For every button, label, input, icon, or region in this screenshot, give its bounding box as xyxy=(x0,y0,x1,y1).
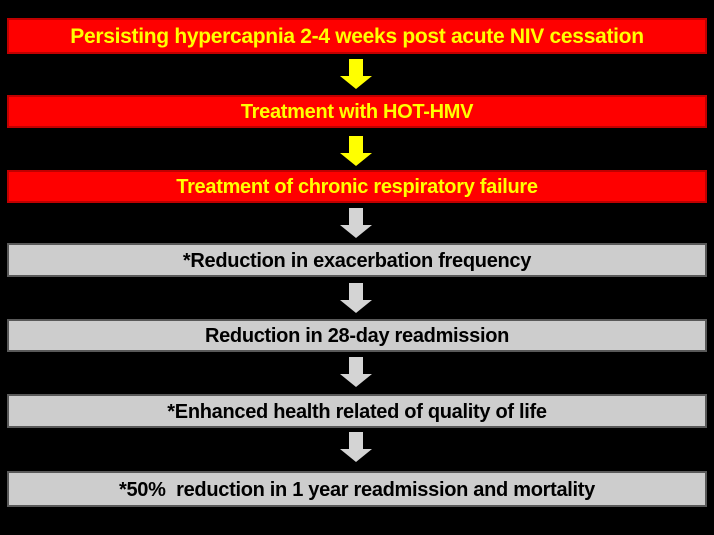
down-arrow-icon xyxy=(340,432,372,462)
box-enhanced-quality-of-life-label: *Enhanced health related of quality of l… xyxy=(167,400,547,423)
down-arrow-shape xyxy=(340,136,372,166)
down-arrow-shape xyxy=(340,283,372,313)
box-enhanced-quality-of-life: *Enhanced health related of quality of l… xyxy=(7,394,707,428)
box-treatment-chronic-respiratory-failure: Treatment of chronic respiratory failure xyxy=(7,170,707,203)
box-persisting-hypercapnia-label: Persisting hypercapnia 2-4 weeks post ac… xyxy=(70,25,644,48)
box-reduction-28day-readmission: Reduction in 28-day readmission xyxy=(7,319,707,352)
down-arrow-icon xyxy=(340,59,372,89)
down-arrow-icon xyxy=(340,357,372,387)
box-reduction-exacerbation-frequency-label: *Reduction in exacerbation frequency xyxy=(182,249,532,272)
down-arrow-shape xyxy=(340,432,372,462)
box-50pct-reduction-readmission-mortality-label: *50% reduction in 1 year readmission and… xyxy=(119,478,595,501)
box-treatment-chronic-respiratory-failure-label: Treatment of chronic respiratory failure xyxy=(176,176,538,198)
down-arrow-shape xyxy=(340,208,372,238)
box-persisting-hypercapnia: Persisting hypercapnia 2-4 weeks post ac… xyxy=(7,18,707,54)
down-arrow-shape xyxy=(340,59,372,89)
down-arrow-icon xyxy=(340,283,372,313)
down-arrow-icon xyxy=(340,208,372,238)
box-reduction-exacerbation-frequency: *Reduction in exacerbation frequency xyxy=(7,243,707,277)
box-reduction-28day-readmission-label: Reduction in 28-day readmission xyxy=(204,325,510,347)
down-arrow-shape xyxy=(340,357,372,387)
box-50pct-reduction-readmission-mortality: *50% reduction in 1 year readmission and… xyxy=(7,471,707,507)
down-arrow-icon xyxy=(340,136,372,166)
box-treatment-hot-hmv-label: Treatment with HOT-HMV xyxy=(240,101,474,123)
box-treatment-hot-hmv: Treatment with HOT-HMV xyxy=(7,95,707,128)
